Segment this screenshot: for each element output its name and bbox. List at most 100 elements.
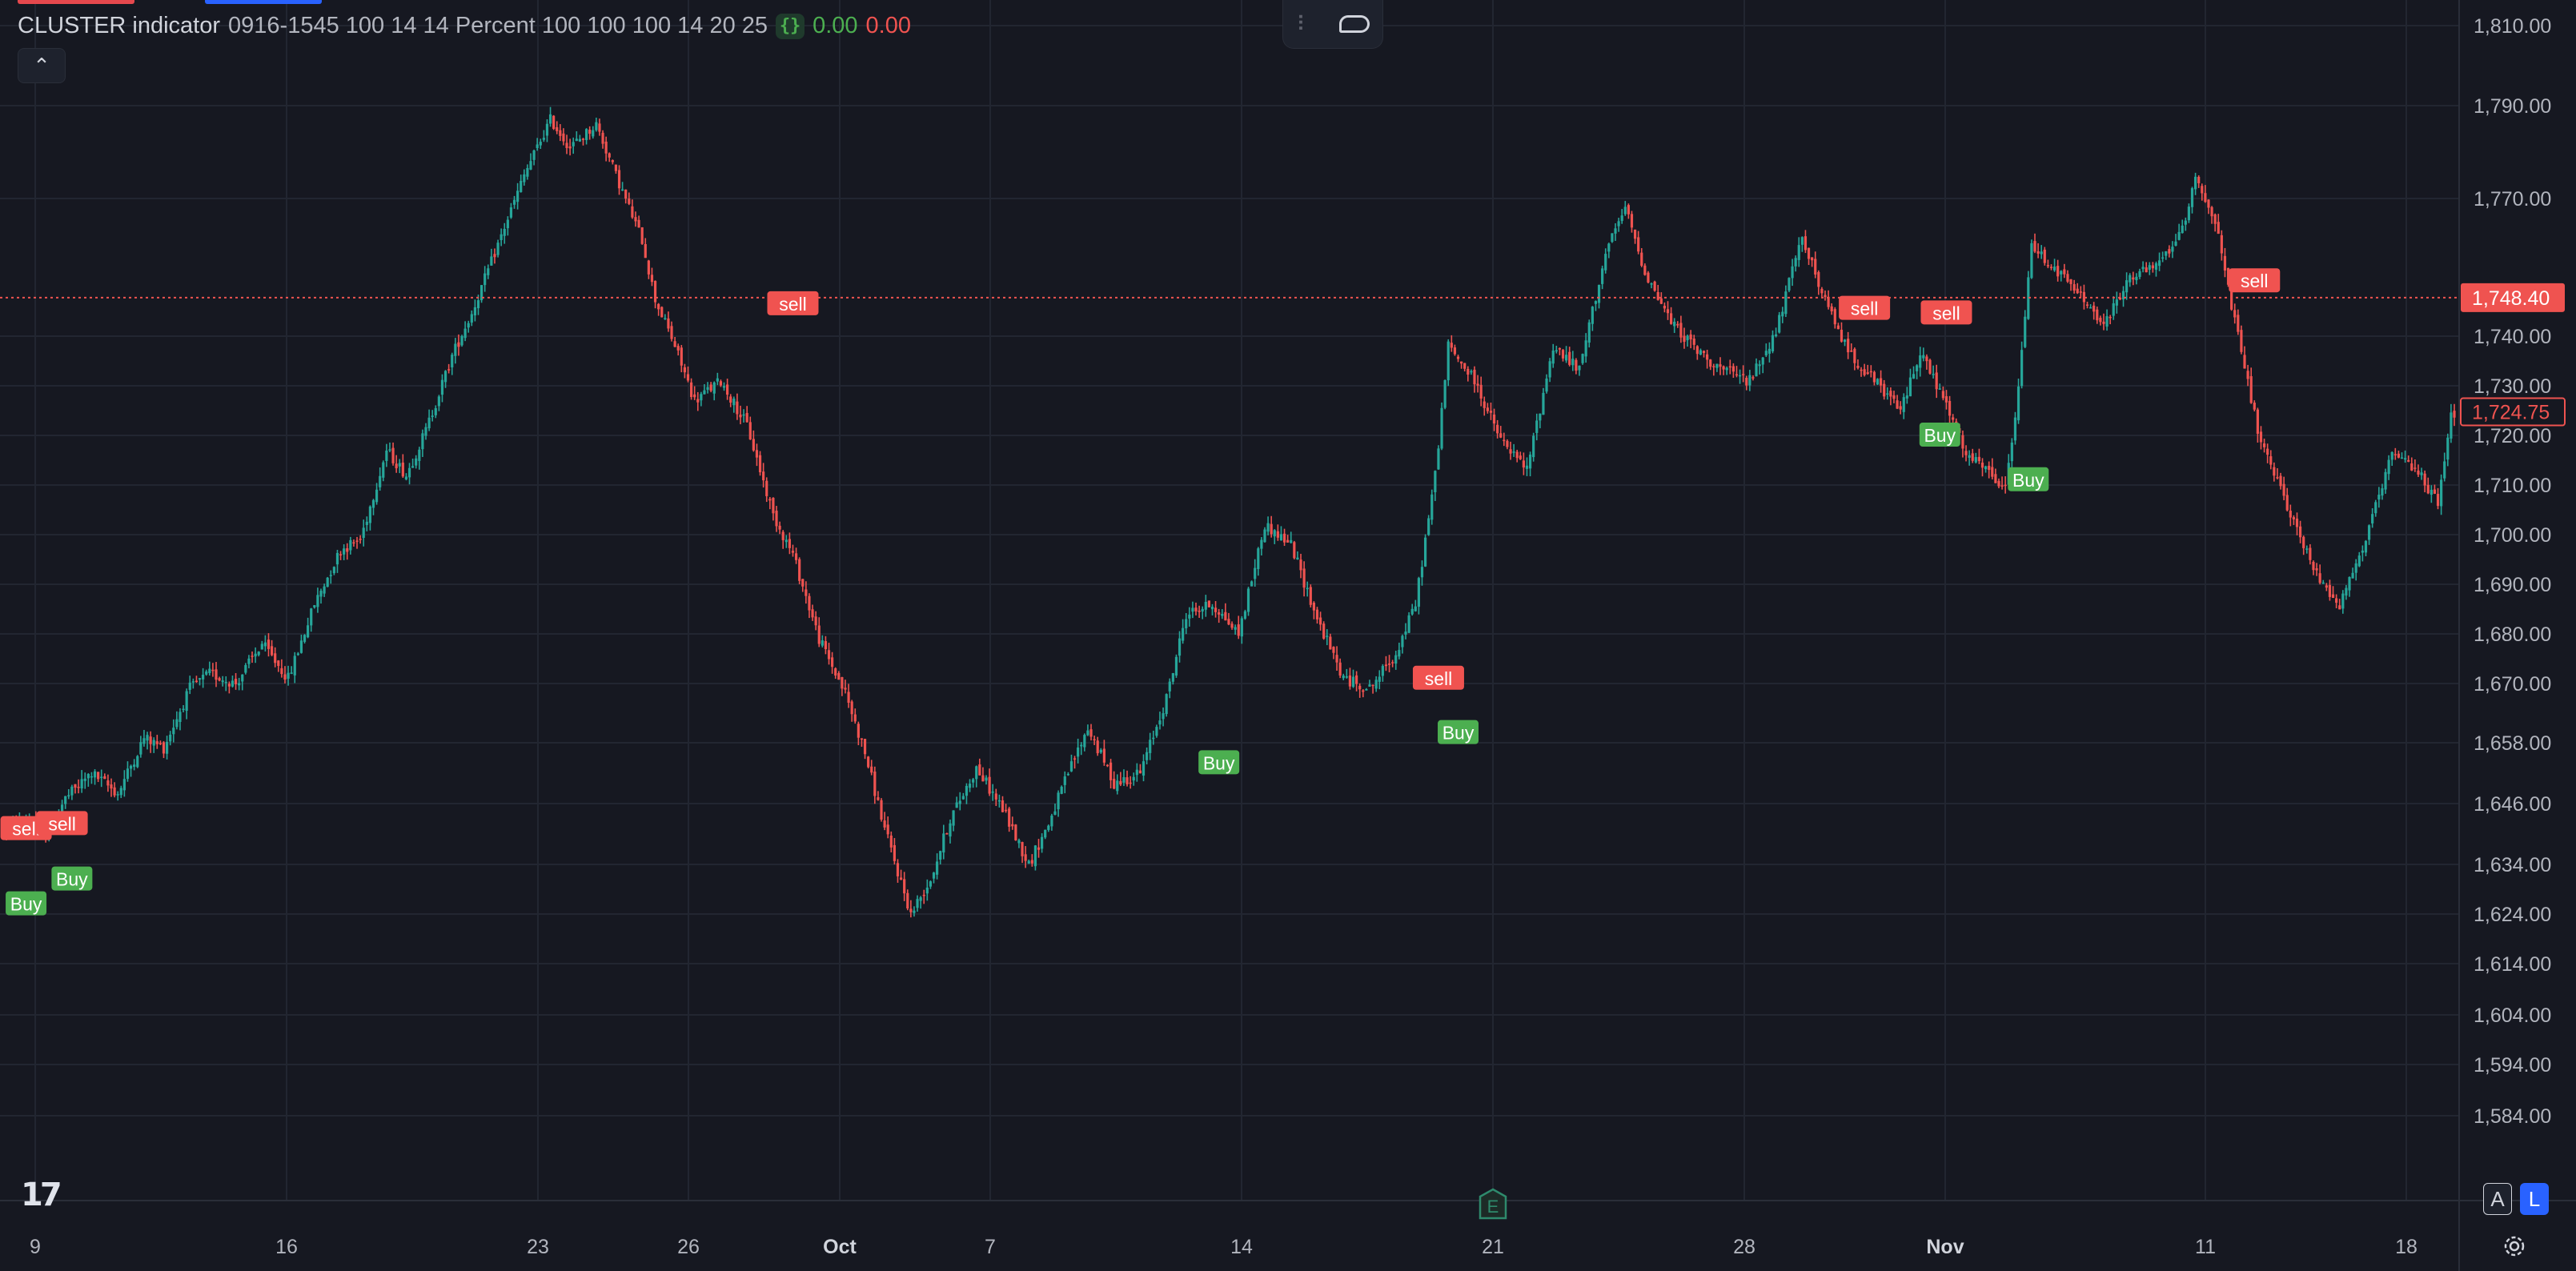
candle xyxy=(1807,247,1811,266)
candle-body xyxy=(559,130,562,136)
candle xyxy=(1063,771,1066,794)
candle xyxy=(119,785,122,799)
indicator-legend[interactable]: CLUSTER indicator 0916-1545 100 14 14 Pe… xyxy=(18,13,911,39)
candle xyxy=(1391,660,1394,668)
candle-body xyxy=(778,525,781,530)
candle xyxy=(1138,764,1142,774)
candle-body xyxy=(1575,359,1578,371)
candle-body xyxy=(359,539,362,540)
candle-body xyxy=(1171,673,1174,682)
candle-body xyxy=(1869,371,1872,373)
candle xyxy=(584,128,588,145)
candle-body xyxy=(1856,365,1860,368)
candle-body xyxy=(241,674,244,682)
candle-body xyxy=(2249,375,2253,403)
candle-body xyxy=(67,795,70,797)
floating-toolbar[interactable]: ⠇ xyxy=(1282,0,1383,49)
log-scale-button[interactable]: L xyxy=(2520,1183,2549,1215)
candle xyxy=(1191,601,1194,619)
candle xyxy=(929,880,933,889)
candle-body xyxy=(457,342,460,347)
candle-body xyxy=(398,463,401,467)
candle xyxy=(628,192,631,206)
curly-braces-icon[interactable]: {} xyxy=(776,13,805,39)
candle-body xyxy=(1886,393,1889,395)
earnings-marker[interactable]: E xyxy=(1478,1188,1508,1220)
candle xyxy=(686,366,690,383)
candle xyxy=(1745,375,1748,391)
candle xyxy=(368,505,372,531)
candle-body xyxy=(2092,305,2096,312)
candle-body xyxy=(670,326,673,339)
candle-body xyxy=(316,595,319,607)
candle-body xyxy=(2060,271,2063,275)
candle-body xyxy=(1794,258,1797,267)
price-tick-label: 1,614.00 xyxy=(2474,953,2551,976)
candle-body xyxy=(1944,396,1948,403)
indicator-tab-blue xyxy=(205,0,322,4)
indicator-tab-red xyxy=(18,0,134,4)
candle-body xyxy=(1293,542,1296,559)
candle xyxy=(624,189,628,204)
tradingview-logo[interactable]: 17 xyxy=(21,1177,62,1213)
candle-body xyxy=(2338,605,2341,610)
indicator-name[interactable]: CLUSTER indicator xyxy=(18,13,221,38)
candle-body xyxy=(565,142,568,148)
candle-body xyxy=(1047,825,1050,830)
candle-body xyxy=(1240,618,1243,637)
candle xyxy=(2141,261,2145,273)
candle xyxy=(2072,279,2076,294)
candle xyxy=(451,352,454,375)
candle-body xyxy=(1591,307,1594,324)
candle-body xyxy=(575,138,578,142)
candle xyxy=(2207,199,2210,215)
candle xyxy=(2276,467,2279,479)
candle xyxy=(1767,342,1772,363)
candle xyxy=(1355,671,1358,692)
candle xyxy=(332,566,335,575)
candle xyxy=(1771,330,1775,354)
candle-body xyxy=(1109,762,1113,780)
candle xyxy=(1725,366,1728,375)
candle xyxy=(2226,267,2230,287)
candle-body xyxy=(922,894,925,896)
auto-scale-button[interactable]: A xyxy=(2483,1183,2512,1215)
candle-body xyxy=(2312,562,2315,571)
candle xyxy=(703,383,706,395)
candle-body xyxy=(821,640,824,646)
candle-body xyxy=(379,475,382,487)
candle xyxy=(479,285,484,303)
candle-body xyxy=(74,784,77,788)
callout-shape-icon[interactable] xyxy=(1338,15,1370,33)
candle-body xyxy=(1922,355,1925,359)
candle-body xyxy=(772,497,775,514)
candle xyxy=(1358,683,1362,698)
candle xyxy=(1394,650,1398,670)
candle xyxy=(1290,531,1293,544)
candle xyxy=(1119,772,1122,787)
candle-body xyxy=(440,379,444,395)
candle xyxy=(788,532,791,555)
candle xyxy=(2138,268,2141,279)
candle-body xyxy=(1614,228,1617,234)
candle-body xyxy=(1430,494,1434,520)
collapse-legend-button[interactable]: ⌃ xyxy=(18,48,66,83)
candle xyxy=(804,581,808,604)
gear-icon[interactable] xyxy=(2501,1233,2528,1260)
drag-handle-icon[interactable]: ⠇ xyxy=(1296,11,1314,36)
candle xyxy=(1270,515,1273,538)
candle-body xyxy=(179,712,182,723)
candle-body xyxy=(303,635,307,642)
candle-body xyxy=(1568,351,1571,365)
candle xyxy=(126,761,130,782)
time-tick-label: 14 xyxy=(1230,1236,1253,1258)
candle xyxy=(1315,607,1319,624)
candle xyxy=(1623,201,1627,216)
candle-body xyxy=(1473,369,1476,385)
candle xyxy=(1659,292,1663,305)
candle xyxy=(562,128,565,146)
candle-body xyxy=(536,144,539,149)
candle xyxy=(857,721,860,746)
